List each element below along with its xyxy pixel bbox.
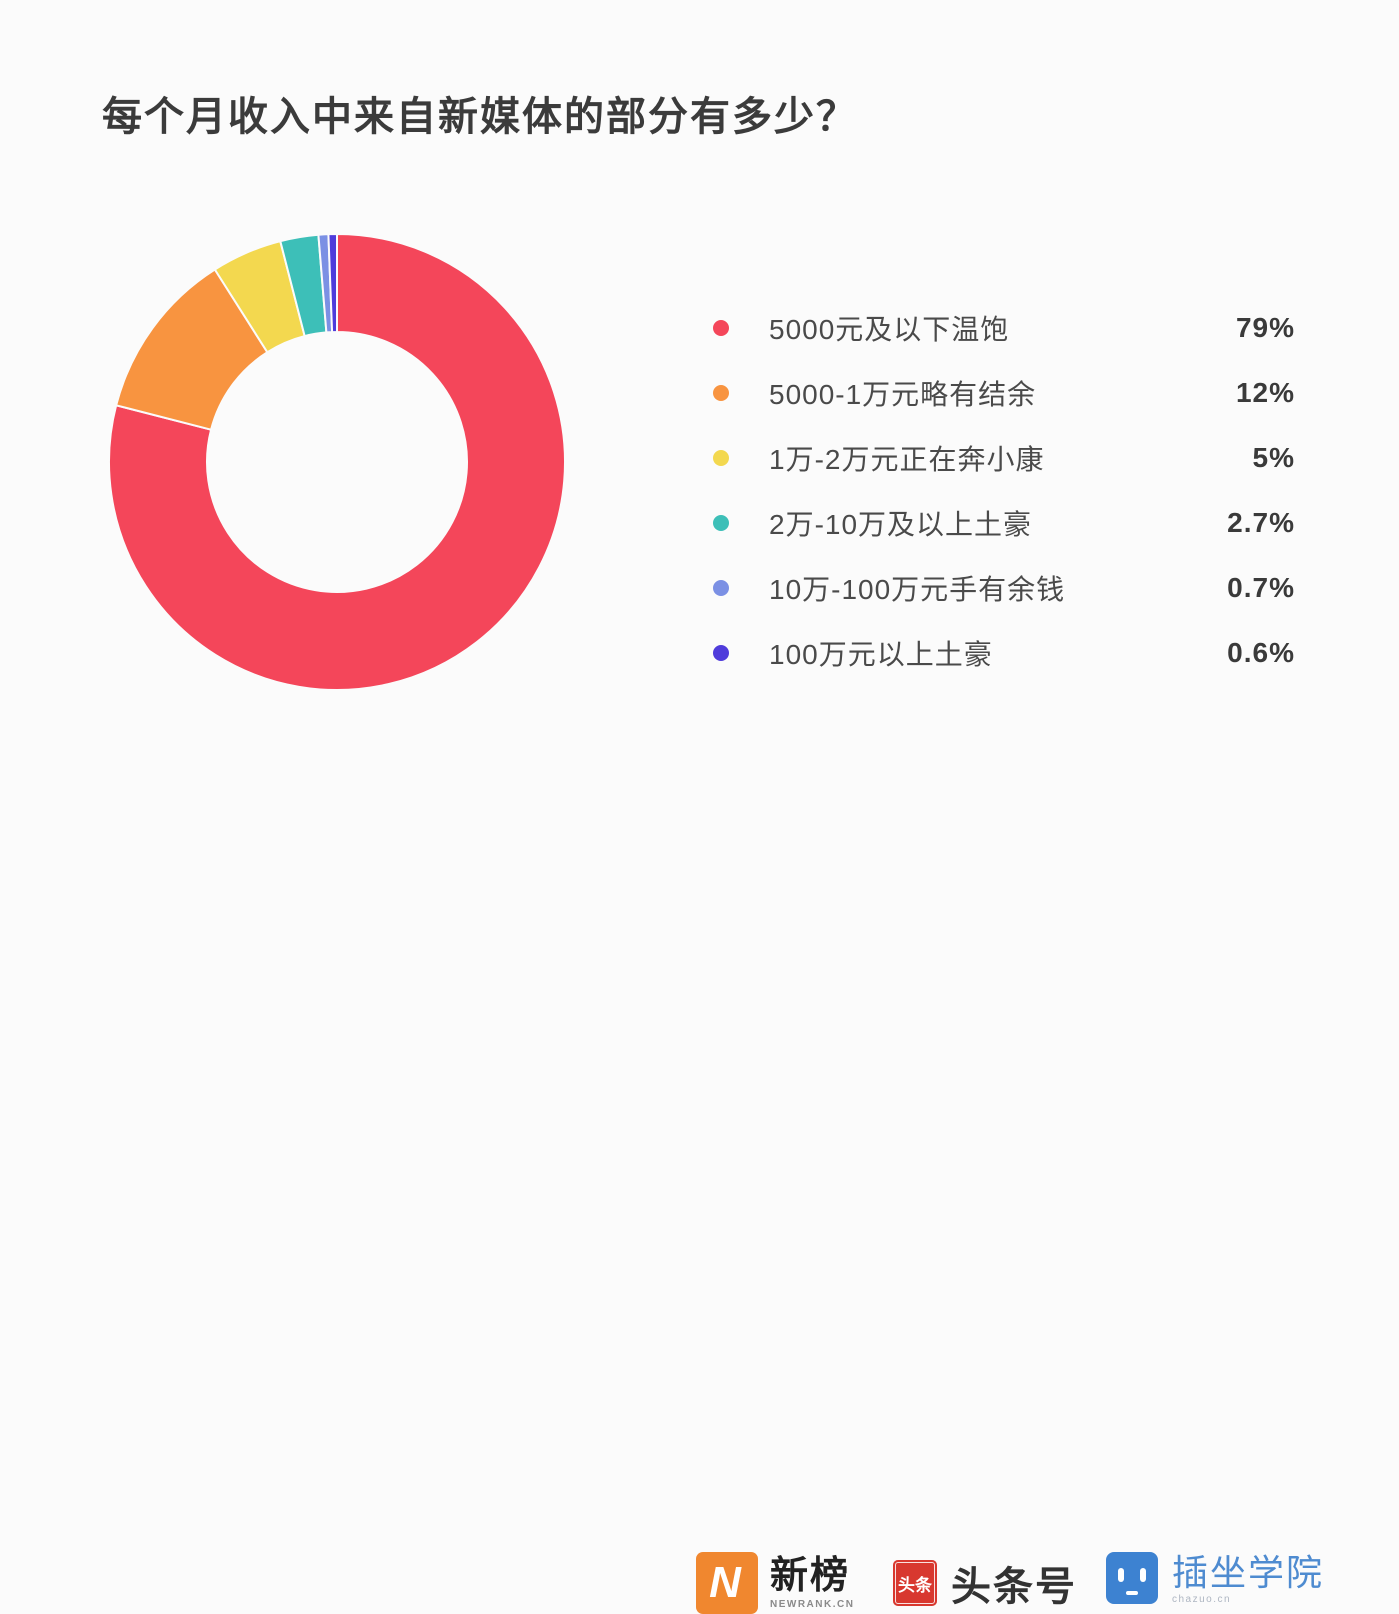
legend-item: 2万-10万及以上土豪 2.7% (705, 490, 1295, 555)
legend-dot-icon (713, 449, 729, 466)
legend-dot-icon (713, 384, 729, 401)
legend-dot-icon (713, 579, 729, 596)
donut-slice-0 (108, 232, 566, 691)
chart-legend: 5000元及以下温饱 79% 5000-1万元略有结余 12% 1万-2万元正在… (705, 295, 1295, 685)
legend-label: 2万-10万及以上土豪 (769, 508, 1033, 540)
legend-item: 100万元以上土豪 0.6% (705, 620, 1295, 685)
chazuo-name: 插坐学院 (1172, 1552, 1325, 1593)
legend-dot-icon (713, 514, 729, 531)
footer-brands: N 新榜 NEWRANK.CN 头条 头条号 插坐学院 chazuo.cn (0, 770, 1399, 1614)
donut-chart (107, 232, 567, 692)
robot-eye-icon (1140, 1568, 1146, 1582)
chazuo-logo: 插坐学院 chazuo.cn (1106, 1552, 1324, 1605)
legend-value: 79% (1235, 311, 1295, 343)
legend-item: 1万-2万元正在奔小康 5% (705, 425, 1295, 490)
legend-item: 5000元及以下温饱 79% (705, 295, 1295, 360)
robot-eye-icon (1118, 1568, 1124, 1582)
legend-label: 1万-2万元正在奔小康 (769, 443, 1045, 475)
toutiao-name: 头条号 (951, 1565, 1077, 1609)
legend-value: 2.7% (1227, 506, 1295, 538)
robot-mouth-icon (1126, 1591, 1138, 1595)
toutiao-badge-icon: 头条 (893, 1560, 937, 1606)
infographic-page: 每个月收入中来自新媒体的部分有多少？ 5000元及以下温饱 79% 5000-1… (0, 95, 1399, 1614)
legend-dot-icon (713, 644, 729, 661)
toutiao-logo: 头条 头条号 (893, 1554, 1077, 1612)
chazuo-badge-icon (1106, 1552, 1158, 1604)
legend-dot-icon (713, 319, 729, 336)
newrank-badge-icon: N (696, 1552, 758, 1614)
donut-chart-svg (108, 232, 566, 691)
newrank-domain: NEWRANK.CN (770, 1599, 855, 1611)
newrank-name: 新榜 (770, 1554, 851, 1597)
legend-item: 10万-100万元手有余钱 0.7% (705, 555, 1295, 620)
chart-title: 每个月收入中来自新媒体的部分有多少？ (102, 95, 858, 139)
chazuo-domain: chazuo.cn (1172, 1594, 1232, 1606)
legend-label: 5000元及以下温饱 (769, 313, 1010, 345)
legend-item: 5000-1万元略有结余 12% (705, 360, 1295, 425)
newrank-monogram: N (709, 1558, 741, 1607)
newrank-logo: N 新榜 NEWRANK.CN (696, 1552, 854, 1614)
legend-value: 0.6% (1227, 636, 1295, 668)
legend-label: 10万-100万元手有余钱 (769, 573, 1066, 605)
donut-slice-5 (327, 232, 338, 334)
toutiao-seal-text: 头条 (898, 1575, 932, 1595)
legend-value: 5% (1252, 441, 1295, 473)
legend-label: 100万元以上土豪 (769, 638, 993, 670)
legend-label: 5000-1万元略有结余 (769, 378, 1037, 410)
legend-value: 0.7% (1227, 571, 1295, 603)
legend-value: 12% (1235, 376, 1295, 408)
